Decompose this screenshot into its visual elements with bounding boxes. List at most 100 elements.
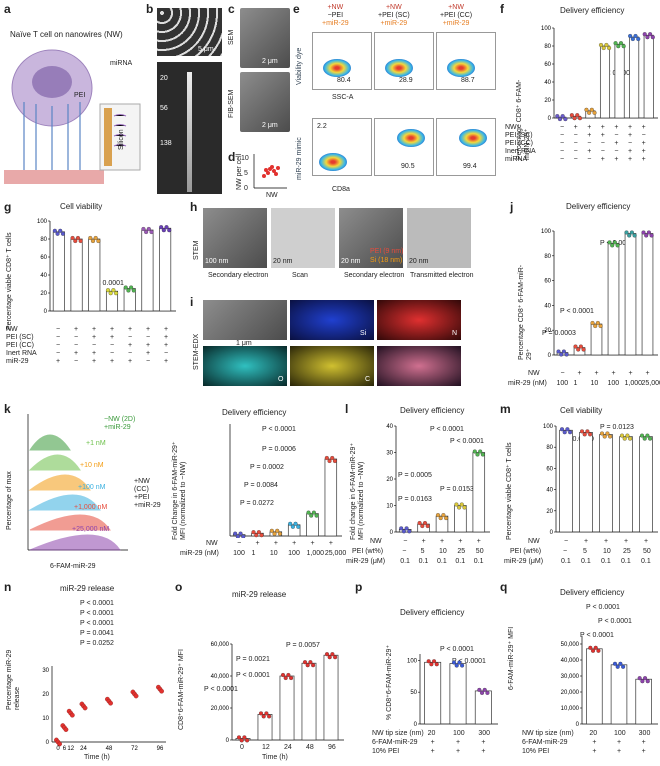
data-point: [133, 693, 139, 699]
m-xval3: 0.1: [581, 558, 591, 565]
m-xval3: 0.1: [641, 558, 651, 565]
data-point: [311, 663, 316, 668]
k-xval: 25,000: [324, 550, 347, 557]
bar: [324, 458, 338, 537]
f-row-mark: −: [573, 140, 578, 147]
g-row-mark: −: [146, 358, 151, 365]
data-point: [404, 526, 409, 531]
y-tick-label: 20: [386, 477, 393, 483]
f-row-mark: −: [560, 140, 565, 147]
p-title: Delivery efficiency: [400, 608, 465, 617]
flow-plot: 28.9: [374, 32, 434, 90]
l-nw-mark: −: [403, 538, 408, 545]
n-pval: P = 0.0041: [80, 630, 114, 637]
j-pval-3: P = 0.0003: [542, 330, 576, 337]
y-tick-label: 20: [546, 509, 553, 515]
data-point: [460, 663, 465, 668]
data-point: [159, 688, 164, 694]
data-point: [96, 238, 101, 244]
f-row-mark: +: [600, 156, 605, 163]
k-nw-mark: +: [273, 540, 278, 547]
l-xrow3: miR-29 (μM): [346, 558, 386, 565]
data-point: [267, 714, 272, 719]
data-point: [568, 430, 573, 435]
g-row-mark: −: [164, 350, 169, 357]
flow-density: [385, 59, 413, 77]
bar: [88, 238, 101, 312]
data-point: [330, 652, 335, 657]
p-row-label: 6-FAM-miR-29: [372, 739, 418, 746]
data-point: [637, 676, 642, 681]
data-point: [621, 44, 626, 49]
j-nw-mark: +: [594, 370, 599, 377]
k-pval-4: P = 0.0272: [240, 500, 274, 507]
y-tick-label: 40: [546, 488, 553, 494]
g-row-mark: +: [146, 350, 151, 357]
data-point: [280, 672, 286, 678]
x-tick-label: 0: [56, 746, 60, 750]
data-point: [417, 521, 422, 526]
d-tick: 10: [241, 155, 249, 162]
data-point: [167, 228, 172, 233]
data-point: [593, 645, 598, 650]
m-ylabel: Percentage viable CD8⁺ T cells: [506, 442, 513, 540]
data-point: [478, 449, 483, 454]
p-plus: +: [430, 748, 435, 755]
k-xval: 100: [288, 550, 300, 557]
data-point: [624, 230, 629, 235]
g-row-mark: +: [164, 358, 169, 365]
g-row-mark: +: [92, 326, 97, 333]
bar: [449, 663, 467, 725]
data-point: [420, 524, 425, 529]
l-xval: 5: [420, 548, 425, 555]
bar: [472, 452, 486, 533]
data-point: [70, 235, 75, 241]
f-title: Delivery efficiency: [560, 6, 625, 15]
data-point: [593, 323, 598, 329]
silicon-base: [4, 170, 104, 184]
q-plus: +: [617, 748, 622, 755]
data-point: [643, 676, 648, 681]
f-row-mark: −: [600, 148, 605, 155]
k-xval: 10: [269, 550, 278, 557]
y-tick-label: 30,000: [561, 674, 580, 680]
flow-density: [397, 129, 425, 147]
data-point: [585, 429, 590, 434]
n-title: miR-29 release: [60, 584, 115, 593]
y-tick-label: 60: [546, 466, 553, 472]
g-row-mark: +: [164, 342, 169, 349]
g-row-mark: +: [56, 358, 61, 365]
data-point: [607, 240, 612, 245]
data-point: [327, 458, 332, 464]
k-pval-0: P < 0.0001: [262, 426, 296, 433]
data-point: [557, 117, 563, 122]
data-point: [258, 711, 264, 716]
panel-letter-q: q: [500, 580, 508, 594]
data-point: [88, 235, 93, 241]
bar: [641, 233, 654, 356]
h-scale-1: 100 nm: [205, 258, 229, 265]
data-point: [105, 288, 111, 293]
f-row-mark: −: [614, 132, 619, 139]
data-point: [108, 700, 113, 706]
g-row-mark: +: [164, 326, 169, 333]
f-row-mark: +: [600, 132, 605, 139]
j-xval: 10: [590, 380, 599, 387]
y-tick-label: 20: [42, 692, 49, 698]
h-legend-pei: PEI (9 nm): [370, 248, 404, 255]
q-xval: 300: [638, 730, 651, 737]
f-chart: 0 20 40 60 80 100: [541, 26, 658, 122]
data-point: [605, 431, 610, 436]
h-caption-3: Secondary electron: [344, 272, 405, 279]
bar: [629, 36, 640, 119]
data-point: [434, 662, 439, 667]
p-plus: +: [456, 739, 461, 746]
data-point: [236, 735, 242, 740]
gate-percentage: 80.4: [337, 77, 351, 84]
x-tick-label: 48: [106, 746, 113, 750]
data-point: [441, 513, 446, 518]
f-row-label: miRNA: [505, 156, 528, 163]
data-point: [475, 452, 480, 457]
data-point: [642, 32, 647, 37]
data-point: [314, 513, 319, 518]
